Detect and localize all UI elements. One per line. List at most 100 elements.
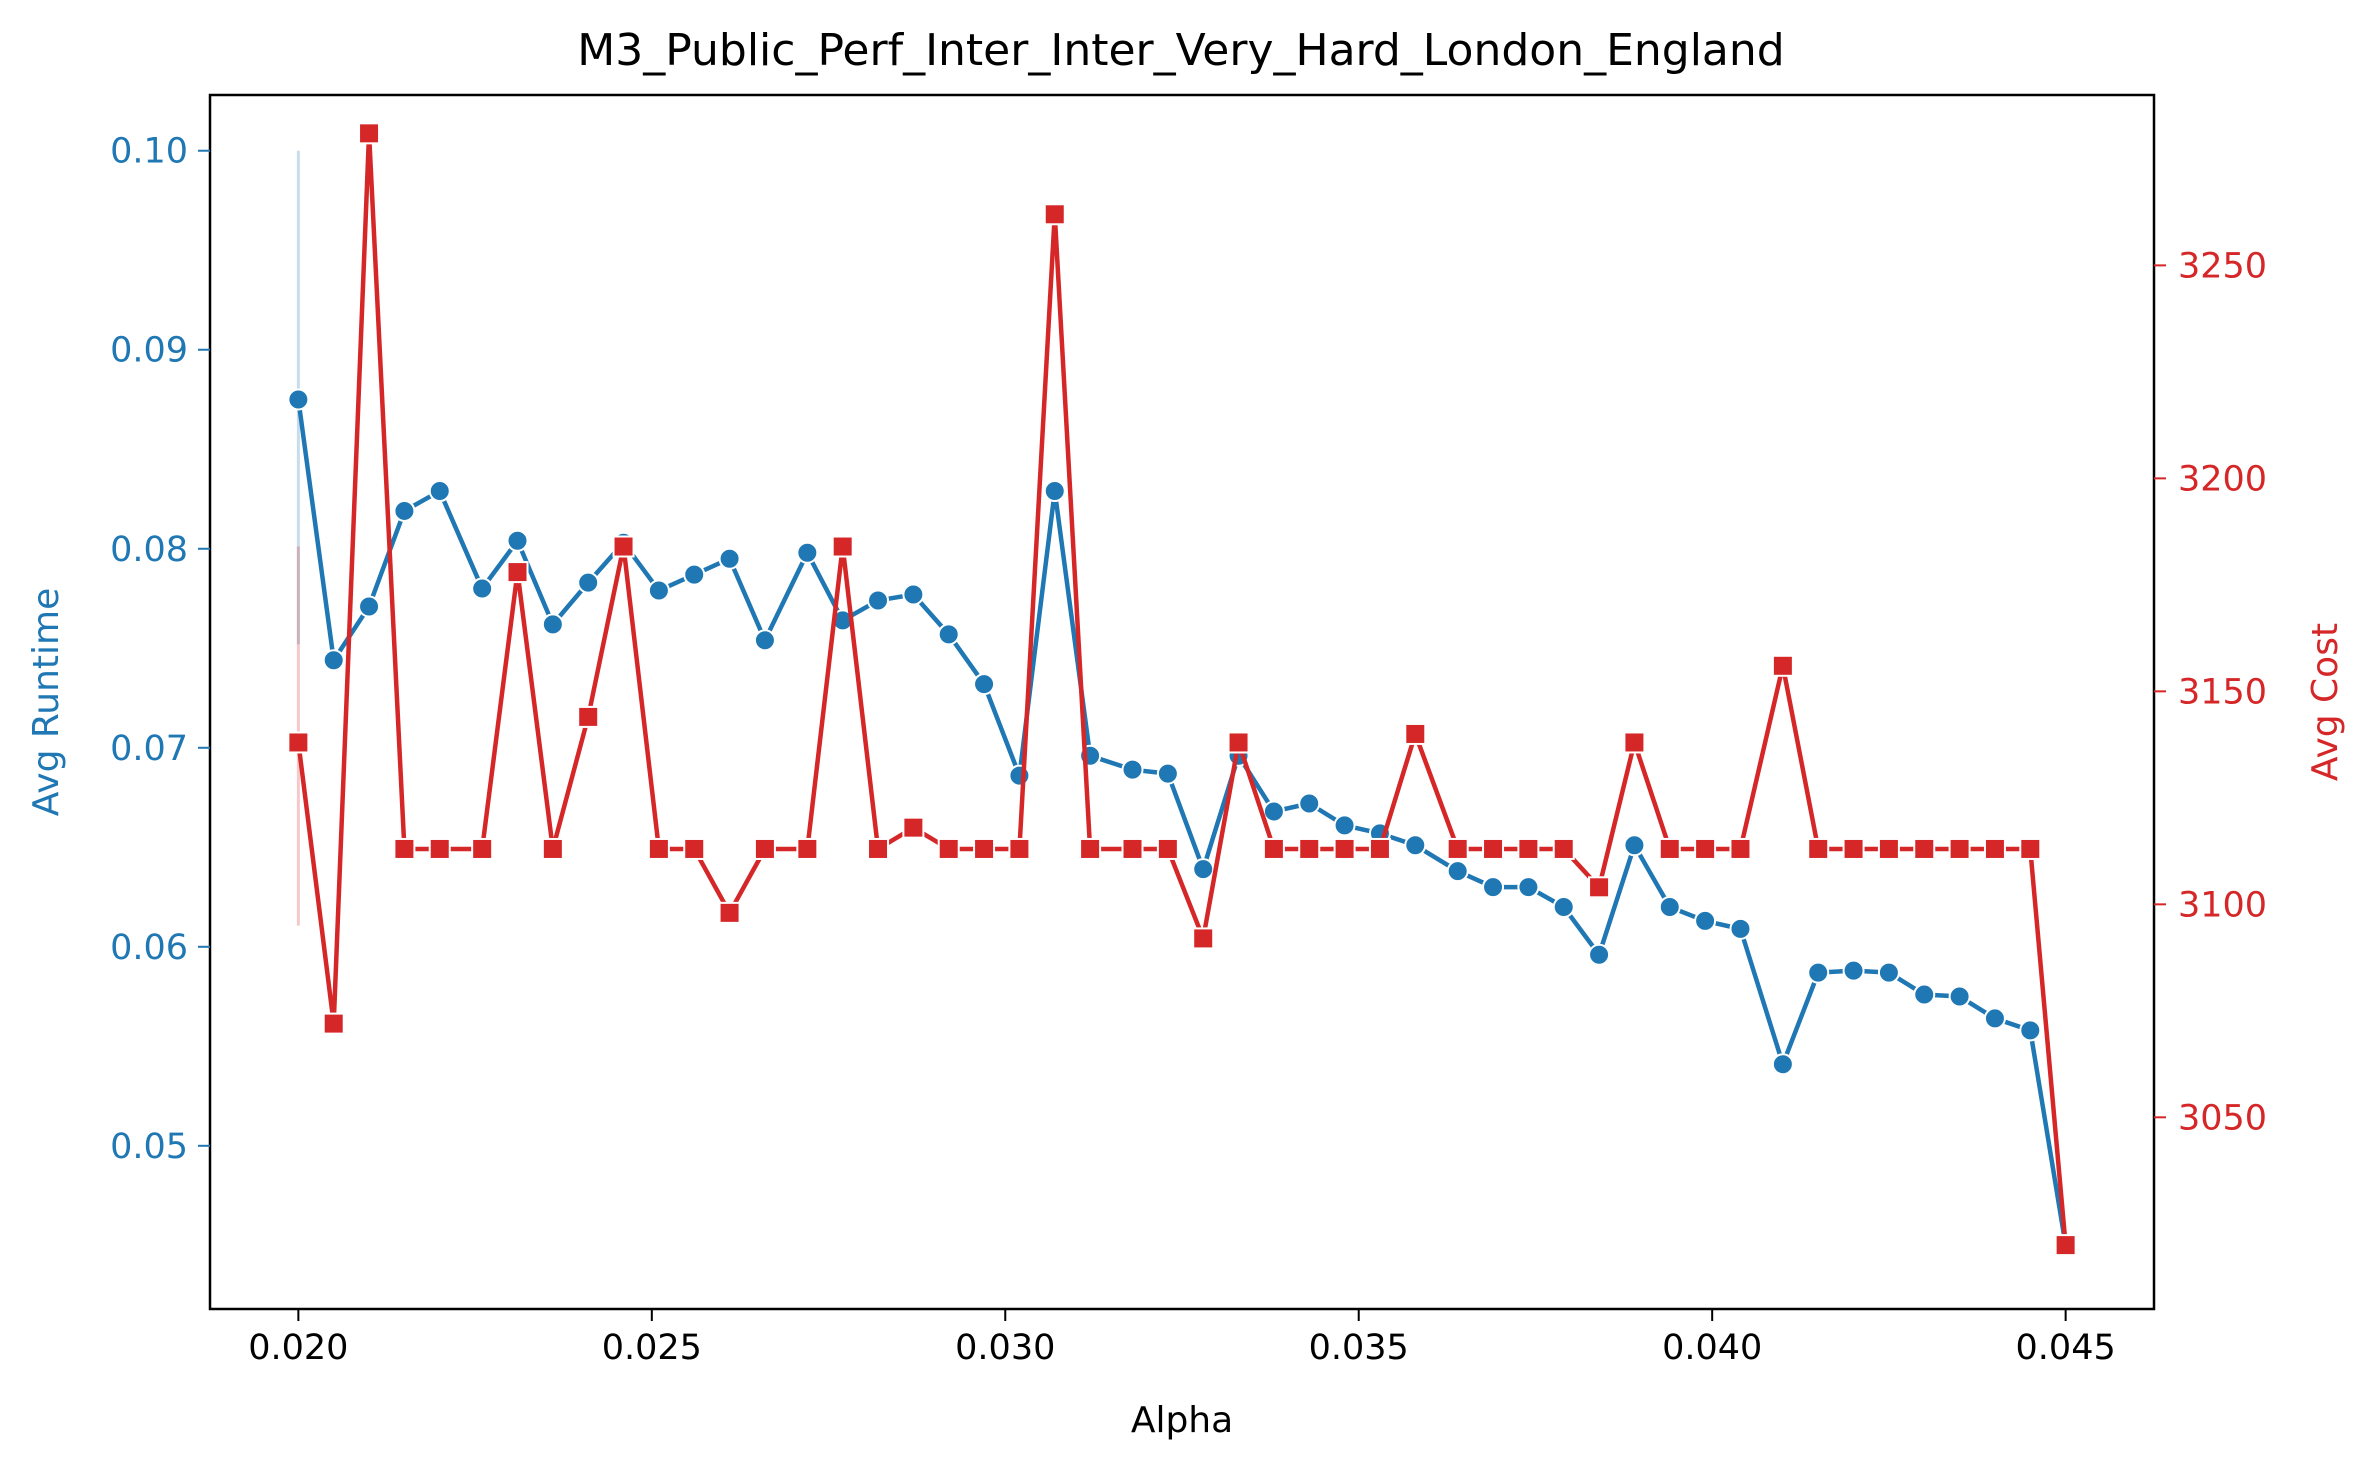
runtime-point [1807, 961, 1830, 984]
runtime-point [1842, 959, 1865, 982]
runtime-point [1694, 909, 1717, 932]
cost-point [358, 122, 381, 145]
cost-point [471, 837, 494, 860]
runtime-point [1121, 758, 1144, 781]
cost-point [1368, 837, 1391, 860]
runtime-point [973, 673, 996, 696]
cost-point [1771, 654, 1794, 677]
runtime-point [393, 499, 416, 522]
runtime-point [1517, 876, 1540, 899]
runtime-point [1446, 860, 1469, 883]
cost-point [393, 837, 416, 860]
cost-point [612, 535, 635, 558]
runtime-point [1623, 834, 1646, 857]
cost-point [2019, 837, 2042, 860]
cost-point [1192, 927, 1215, 950]
cost-point [683, 837, 706, 860]
runtime-point [796, 541, 819, 564]
y-left-tick-label: 0.08 [110, 530, 188, 570]
cost-point [2054, 1234, 2077, 1257]
runtime-point [1588, 943, 1611, 966]
runtime-point [753, 629, 776, 652]
cost-point [867, 837, 890, 860]
cost-point [1446, 837, 1469, 860]
runtime-series [287, 388, 2077, 1257]
x-tick-label: 0.035 [1309, 1328, 1409, 1368]
cost-point [1842, 837, 1865, 860]
runtime-point [1658, 895, 1681, 918]
cost-point [902, 816, 925, 839]
y-left-tick-label: 0.07 [110, 729, 188, 769]
runtime-point [1333, 814, 1356, 837]
y-left-tick-label: 0.05 [110, 1127, 188, 1167]
runtime-point [1948, 985, 1971, 1008]
runtime-line [296, 399, 2068, 1246]
x-tick-label: 0.025 [602, 1328, 702, 1368]
cost-point [1729, 837, 1752, 860]
cost-point [753, 837, 776, 860]
cost-point [1658, 837, 1681, 860]
x-axis-label: Alpha [1131, 1400, 1233, 1441]
cost-point [647, 837, 670, 860]
runtime-point [1404, 834, 1427, 857]
y-left-tick-label: 0.06 [110, 928, 188, 968]
runtime-point [287, 388, 310, 411]
runtime-point [1482, 876, 1505, 899]
cost-point [831, 535, 854, 558]
cost-point [1807, 837, 1830, 860]
runtime-point [1552, 895, 1575, 918]
cost-point [937, 837, 960, 860]
runtime-point [1043, 480, 1066, 503]
runtime-point [902, 583, 925, 606]
runtime-point [1262, 800, 1285, 823]
runtime-point [718, 547, 741, 570]
x-tick-label: 0.040 [1662, 1328, 1762, 1368]
cost-point [506, 561, 529, 584]
y-right-tick-label: 3200 [2178, 459, 2267, 499]
y-right-tick-label: 3100 [2178, 885, 2267, 925]
runtime-point [647, 579, 670, 602]
runtime-point [1298, 792, 1321, 815]
cost-point [1694, 837, 1717, 860]
cost-series [287, 122, 2077, 1257]
cost-point [1552, 837, 1575, 860]
cost-point [322, 1012, 345, 1035]
cost-point [1517, 837, 1540, 860]
runtime-point [577, 571, 600, 594]
runtime-point [1877, 961, 1900, 984]
runtime-point [1771, 1053, 1794, 1076]
cost-point [1227, 731, 1250, 754]
axes: 0.020 0.025 0.030 0.035 0.040 0.045 0.05 0.06 0.… [110, 132, 2267, 1368]
cost-point [1008, 837, 1031, 860]
cost-point [1333, 837, 1356, 860]
x-tick-label: 0.045 [2016, 1328, 2116, 1368]
runtime-point [683, 563, 706, 586]
x-tick-label: 0.020 [248, 1328, 348, 1368]
cost-point [1913, 837, 1936, 860]
runtime-point [506, 529, 529, 552]
cost-point [287, 731, 310, 754]
cost-point [1623, 731, 1646, 754]
cost-point [1298, 837, 1321, 860]
runtime-point [1983, 1007, 2006, 1030]
runtime-point [541, 613, 564, 636]
plot-area-frame [208, 93, 2156, 1311]
cost-point [1404, 722, 1427, 745]
cost-point [577, 705, 600, 728]
runtime-point [1156, 762, 1179, 785]
runtime-point [428, 480, 451, 503]
cost-point [1482, 837, 1505, 860]
cost-point [973, 837, 996, 860]
cost-point [1262, 837, 1285, 860]
y-left-tick-label: 0.09 [110, 331, 188, 371]
runtime-point [322, 649, 345, 672]
y-left-tick-label: 0.10 [110, 132, 188, 172]
cost-point [1948, 837, 1971, 860]
runtime-point [358, 595, 381, 618]
cost-point [1156, 837, 1179, 860]
cost-point [541, 837, 564, 860]
runtime-point [937, 623, 960, 646]
cost-point [796, 837, 819, 860]
